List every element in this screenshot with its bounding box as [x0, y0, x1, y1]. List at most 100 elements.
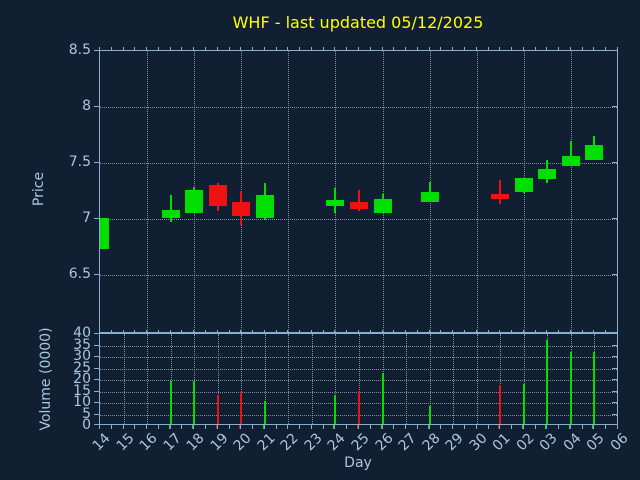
candle-body	[100, 217, 109, 250]
x-axis-label: Day	[344, 455, 372, 471]
volume-tick-label: 30	[73, 348, 91, 364]
x-tick-top	[204, 47, 206, 50]
x-tick-bottom	[310, 425, 312, 429]
x-tick-bottom	[428, 425, 430, 429]
price-tick-label: 8.5	[68, 42, 91, 58]
candle-body	[161, 210, 180, 218]
x-tick-bottom	[169, 425, 171, 429]
volume-gridline-vertical	[476, 334, 478, 424]
volume-tick-right	[612, 424, 617, 425]
volume-tick-left	[94, 402, 99, 403]
x-tick-bottom	[358, 425, 359, 429]
price-tick-right	[612, 50, 617, 51]
volume-gridline-vertical	[406, 334, 408, 424]
x-tick-top	[558, 47, 560, 50]
candle-wick	[569, 140, 572, 167]
x-tick-top	[275, 47, 277, 50]
x-tick-bottom	[416, 425, 418, 429]
volume-tick-label: 35	[73, 336, 91, 353]
x-tick-top	[405, 47, 407, 50]
volume-gridline-vertical	[429, 334, 431, 424]
x-tick-top	[581, 47, 583, 50]
x-tick-top	[487, 47, 489, 50]
x-tick-bottom	[252, 425, 254, 429]
candle-body	[208, 185, 227, 206]
volume-gridline-horizontal	[100, 380, 617, 381]
volume-bar	[522, 383, 525, 424]
x-tick-middle	[428, 330, 430, 333]
volume-tick-label: 15	[73, 382, 91, 399]
volume-tick-label: 40	[73, 325, 91, 341]
x-tick-top	[358, 47, 359, 50]
candle-body	[232, 202, 251, 216]
x-tick-top	[605, 47, 607, 50]
x-tick-bottom	[499, 425, 501, 429]
price-gridline-horizontal	[100, 107, 617, 108]
price-gridline-vertical	[476, 51, 478, 332]
x-tick-middle	[181, 330, 183, 333]
volume-gridline-vertical	[170, 334, 172, 424]
volume-tick-left	[94, 390, 99, 392]
x-tick-top	[252, 47, 254, 50]
x-tick-top	[134, 47, 136, 50]
price-tick-right	[612, 218, 617, 219]
price-tick-label: 8	[82, 98, 91, 114]
x-tick-top	[99, 47, 100, 50]
x-tick-bottom	[146, 425, 148, 429]
volume-tick-left	[94, 413, 99, 415]
volume-tick-right	[612, 402, 617, 403]
x-tick-top	[381, 47, 383, 50]
x-tick-bottom	[605, 425, 607, 429]
x-tick-middle	[169, 330, 171, 333]
x-tick-bottom	[475, 425, 477, 429]
x-tick-bottom	[487, 425, 489, 429]
price-axis-label: Price	[31, 171, 47, 207]
x-tick-top	[463, 47, 465, 50]
x-tick-middle	[216, 330, 218, 333]
candle-body	[514, 177, 533, 193]
volume-tick-label: 25	[73, 359, 91, 376]
volume-plot-area	[99, 333, 618, 425]
x-tick-top	[263, 47, 265, 50]
chart-title: WHF - last updated 05/12/2025	[232, 13, 484, 32]
x-tick-middle	[569, 330, 571, 333]
x-tick-middle	[522, 330, 524, 333]
x-tick-bottom	[463, 425, 465, 429]
volume-bar	[499, 384, 502, 424]
volume-tick-label: 5	[82, 405, 91, 422]
volume-tick-right	[612, 333, 617, 334]
x-tick-top	[428, 47, 430, 50]
x-tick-bottom	[393, 425, 395, 429]
price-gridline-vertical	[570, 51, 572, 332]
volume-tick-right	[612, 379, 617, 380]
x-tick-middle	[369, 330, 371, 333]
x-tick-bottom	[110, 425, 112, 429]
price-gridline-vertical	[288, 51, 290, 332]
volume-gridline-vertical	[500, 334, 502, 424]
x-tick-middle	[581, 330, 583, 333]
candle-body	[561, 156, 580, 167]
x-tick-bottom	[617, 425, 618, 429]
x-tick-bottom	[240, 425, 242, 429]
volume-gridline-vertical	[217, 334, 219, 424]
x-tick-bottom	[593, 425, 595, 429]
candle-body	[420, 192, 439, 203]
x-tick-bottom	[204, 425, 206, 429]
candle-wick	[499, 179, 502, 205]
x-tick-bottom	[581, 425, 583, 429]
candle-body	[491, 194, 510, 199]
x-tick-top	[593, 47, 595, 50]
x-tick-middle	[534, 330, 536, 333]
price-tick-left	[94, 274, 99, 275]
x-tick-top	[617, 47, 618, 50]
x-tick-middle	[475, 330, 477, 333]
x-tick-top	[181, 47, 183, 50]
x-tick-middle	[405, 330, 407, 333]
x-tick-middle	[487, 330, 489, 333]
price-tick-left	[94, 106, 99, 107]
volume-tick-left	[94, 333, 99, 334]
x-tick-middle	[134, 330, 136, 333]
candle-body	[255, 195, 274, 218]
price-tick-label: 7.5	[68, 154, 91, 170]
